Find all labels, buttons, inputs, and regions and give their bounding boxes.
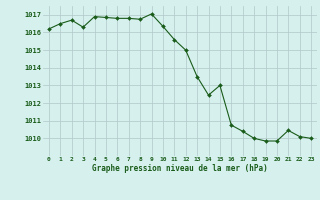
X-axis label: Graphe pression niveau de la mer (hPa): Graphe pression niveau de la mer (hPa) [92, 164, 268, 173]
